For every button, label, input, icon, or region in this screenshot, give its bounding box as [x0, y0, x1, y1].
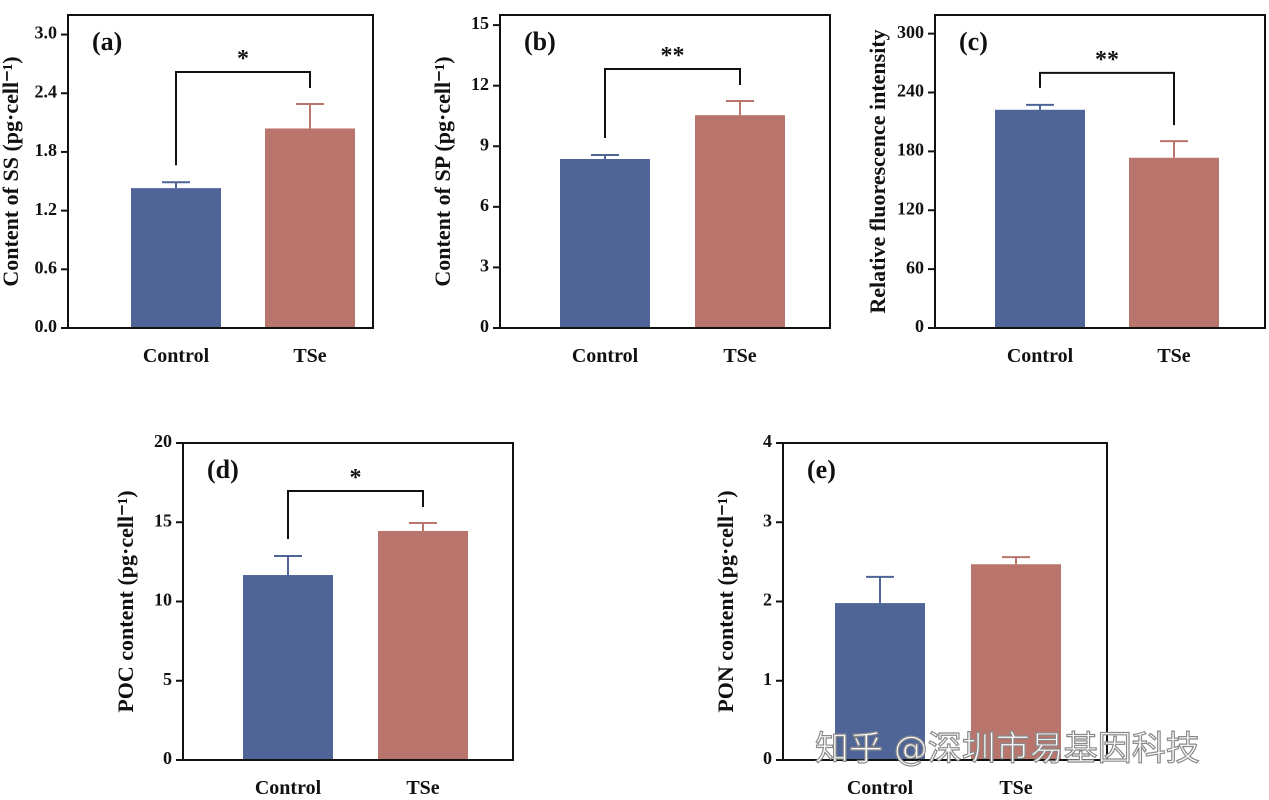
- y-tick-label: 15: [154, 510, 172, 530]
- y-tick-label: 3: [763, 510, 772, 530]
- x-tick-label: Control: [255, 777, 322, 799]
- y-tick-label: 0: [763, 748, 772, 768]
- bar: [995, 109, 1085, 328]
- significance-bracket: [175, 71, 311, 166]
- plot-frame: [67, 14, 374, 329]
- plot-frame: [782, 442, 1108, 761]
- x-tick-label: TSe: [723, 345, 756, 367]
- y-tick-label: 5: [163, 669, 172, 689]
- bar: [695, 115, 785, 328]
- x-tick-label: Control: [143, 345, 210, 367]
- significance-bracket: [287, 490, 424, 540]
- bar: [265, 128, 355, 328]
- y-tick-label: 2: [763, 590, 772, 610]
- y-tick-label: 240: [897, 81, 924, 101]
- plot-frame: [934, 14, 1266, 329]
- panel-label: (e): [807, 455, 836, 484]
- significance-bracket: [1039, 71, 1175, 126]
- y-axis-label: Content of SS (pg·cell⁻¹): [0, 56, 23, 286]
- y-tick-label: 3: [480, 256, 489, 276]
- significance-label: **: [661, 43, 685, 69]
- x-tick-label: TSe: [293, 345, 326, 367]
- significance-label: **: [1095, 47, 1119, 73]
- y-tick-label: 120: [897, 198, 924, 218]
- y-tick-label: 2.4: [35, 81, 58, 101]
- x-tick-label: TSe: [1157, 345, 1190, 367]
- y-tick-label: 1.2: [35, 199, 58, 219]
- plot-frame: [182, 442, 514, 761]
- x-tick-label: Control: [572, 345, 639, 367]
- y-tick-label: 60: [906, 257, 924, 277]
- x-tick-label: TSe: [406, 777, 439, 799]
- bar: [243, 575, 333, 760]
- x-tick-label: Control: [847, 777, 914, 799]
- panel-label: (a): [92, 27, 122, 56]
- y-axis-label: POC content (pg·cell⁻¹): [113, 490, 138, 712]
- y-tick-label: 0: [163, 748, 172, 768]
- y-tick-label: 0.6: [35, 257, 58, 277]
- y-tick-label: 10: [154, 590, 172, 610]
- y-tick-label: 4: [763, 431, 772, 451]
- y-axis-label: Relative fluorescence intensity: [865, 29, 890, 313]
- y-tick-label: 1.8: [35, 140, 58, 160]
- bar: [560, 158, 650, 328]
- y-tick-label: 3.0: [35, 23, 58, 43]
- significance-label: *: [237, 46, 249, 72]
- plot-frame: [499, 14, 831, 329]
- y-tick-label: 15: [471, 13, 489, 33]
- panel-label: (c): [959, 27, 988, 56]
- panel-label: (b): [524, 27, 556, 56]
- bar: [378, 530, 468, 760]
- y-tick-label: 1: [763, 669, 772, 689]
- y-tick-label: 20: [154, 431, 172, 451]
- significance-bracket: [604, 68, 741, 138]
- y-tick-label: 180: [897, 140, 924, 160]
- panel-label: (d): [207, 455, 239, 484]
- bar: [131, 188, 221, 328]
- y-tick-label: 9: [480, 134, 489, 154]
- y-axis-label: PON content (pg·cell⁻¹): [713, 490, 738, 712]
- y-tick-label: 0.0: [35, 316, 58, 336]
- significance-label: *: [350, 465, 362, 491]
- bar: [971, 564, 1061, 760]
- y-axis-label: Content of SP (pg·cell⁻¹): [430, 56, 455, 286]
- bar: [1129, 157, 1219, 328]
- y-tick-label: 6: [480, 195, 489, 215]
- bar: [835, 603, 925, 760]
- x-tick-label: Control: [1007, 345, 1074, 367]
- watermark: 知乎 @深圳市易基因科技: [815, 729, 1200, 769]
- y-tick-label: 12: [471, 74, 489, 94]
- y-tick-label: 0: [480, 316, 489, 336]
- x-tick-label: TSe: [999, 777, 1032, 799]
- y-tick-label: 300: [897, 22, 924, 42]
- y-tick-label: 0: [915, 316, 924, 336]
